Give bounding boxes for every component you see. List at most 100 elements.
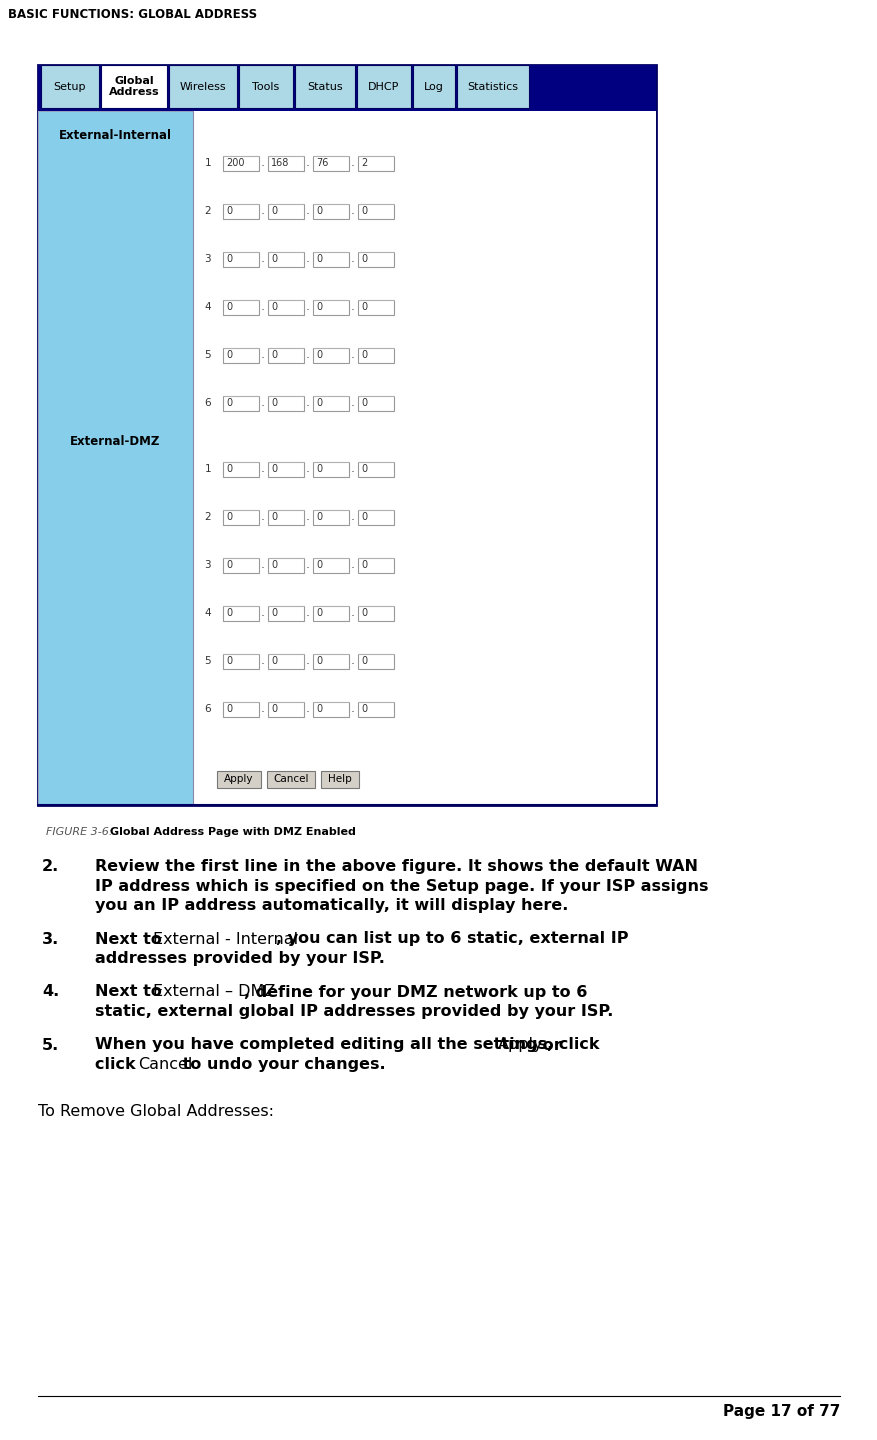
Text: .: .: [305, 605, 310, 619]
Bar: [267, 156, 303, 170]
Text: .: .: [305, 203, 310, 216]
Text: Review the first line in the above figure. It shows the default WAN: Review the first line in the above figur…: [95, 860, 697, 874]
Text: 0: 0: [271, 206, 277, 216]
Text: 5: 5: [204, 350, 210, 360]
Text: 0: 0: [271, 513, 277, 521]
Bar: [295, 65, 354, 108]
Bar: [223, 300, 259, 314]
Text: Page 17 of 77: Page 17 of 77: [722, 1404, 839, 1418]
Text: Status: Status: [307, 82, 342, 92]
Text: Global Address Page with DMZ Enabled: Global Address Page with DMZ Enabled: [110, 827, 355, 837]
Text: 0: 0: [316, 560, 322, 570]
Text: 0: 0: [316, 608, 322, 618]
Text: 0: 0: [225, 206, 232, 216]
Text: 4: 4: [204, 608, 210, 618]
Bar: [267, 654, 303, 668]
Text: External-Internal: External-Internal: [59, 130, 172, 143]
Text: External – DMZ: External – DMZ: [153, 985, 275, 999]
Bar: [312, 203, 348, 219]
Text: .: .: [305, 654, 310, 667]
Bar: [38, 111, 655, 805]
Bar: [267, 605, 303, 621]
Text: .: .: [350, 300, 354, 312]
Bar: [267, 300, 303, 314]
Text: .: .: [350, 203, 354, 216]
Text: When you have completed editing all the settings, click: When you have completed editing all the …: [95, 1037, 604, 1053]
Text: 3.: 3.: [42, 932, 59, 946]
Text: Help: Help: [328, 775, 352, 783]
Text: 0: 0: [360, 464, 367, 474]
Bar: [321, 770, 359, 788]
Text: Statistics: Statistics: [467, 82, 518, 92]
Text: , you can list up to 6 static, external IP: , you can list up to 6 static, external …: [275, 932, 628, 946]
Text: 6: 6: [204, 397, 210, 408]
Text: 2: 2: [204, 206, 210, 216]
Text: 5: 5: [204, 657, 210, 665]
Text: .: .: [350, 156, 354, 168]
Bar: [267, 701, 303, 717]
Text: Apply: Apply: [224, 775, 253, 783]
Text: 0: 0: [225, 350, 232, 360]
Text: 0: 0: [271, 464, 277, 474]
Text: 76: 76: [316, 158, 328, 168]
Text: External-DMZ: External-DMZ: [70, 435, 160, 448]
Text: .: .: [350, 396, 354, 409]
Bar: [267, 461, 303, 477]
Text: .: .: [260, 654, 264, 667]
Text: .: .: [350, 605, 354, 619]
Bar: [267, 203, 303, 219]
Text: addresses provided by your ISP.: addresses provided by your ISP.: [95, 950, 384, 966]
Text: .: .: [305, 300, 310, 312]
Bar: [267, 396, 303, 410]
Text: 0: 0: [316, 704, 322, 714]
Text: .: .: [305, 252, 310, 265]
Text: 0: 0: [360, 253, 367, 264]
Bar: [312, 461, 348, 477]
Bar: [223, 701, 259, 717]
Bar: [41, 65, 99, 108]
Bar: [312, 300, 348, 314]
Text: .: .: [350, 347, 354, 360]
Text: static, external global IP addresses provided by your ISP.: static, external global IP addresses pro…: [95, 1004, 613, 1020]
Text: 168: 168: [271, 158, 289, 168]
Bar: [357, 65, 410, 108]
Bar: [223, 510, 259, 524]
Text: 2: 2: [360, 158, 367, 168]
Text: 0: 0: [271, 302, 277, 312]
Text: 2.: 2.: [42, 860, 59, 874]
Text: 0: 0: [271, 608, 277, 618]
Text: BASIC FUNCTIONS: GLOBAL ADDRESS: BASIC FUNCTIONS: GLOBAL ADDRESS: [8, 9, 257, 22]
Text: 0: 0: [271, 253, 277, 264]
Text: 200: 200: [225, 158, 244, 168]
Bar: [193, 111, 655, 805]
Text: .: .: [260, 347, 264, 360]
Text: 0: 0: [316, 350, 322, 360]
Text: .: .: [350, 654, 354, 667]
Bar: [358, 701, 394, 717]
Text: .: .: [260, 461, 264, 475]
Bar: [312, 156, 348, 170]
Bar: [358, 396, 394, 410]
Bar: [312, 396, 348, 410]
Bar: [223, 654, 259, 668]
Text: 0: 0: [271, 560, 277, 570]
Text: 0: 0: [360, 608, 367, 618]
Text: Setup: Setup: [53, 82, 86, 92]
Text: 0: 0: [360, 704, 367, 714]
Text: .: .: [305, 347, 310, 360]
Text: 0: 0: [316, 657, 322, 665]
Text: 0: 0: [360, 302, 367, 312]
Text: 5.: 5.: [42, 1037, 59, 1053]
Text: 2: 2: [204, 513, 210, 521]
Text: 0: 0: [360, 206, 367, 216]
Text: 0: 0: [316, 253, 322, 264]
Bar: [358, 557, 394, 573]
Text: Next to: Next to: [95, 932, 168, 946]
Bar: [358, 605, 394, 621]
Text: Cancel: Cancel: [273, 775, 309, 783]
Text: 0: 0: [360, 350, 367, 360]
Text: 0: 0: [360, 657, 367, 665]
Text: .: .: [260, 396, 264, 409]
Text: Wireless: Wireless: [180, 82, 226, 92]
Bar: [223, 347, 259, 363]
